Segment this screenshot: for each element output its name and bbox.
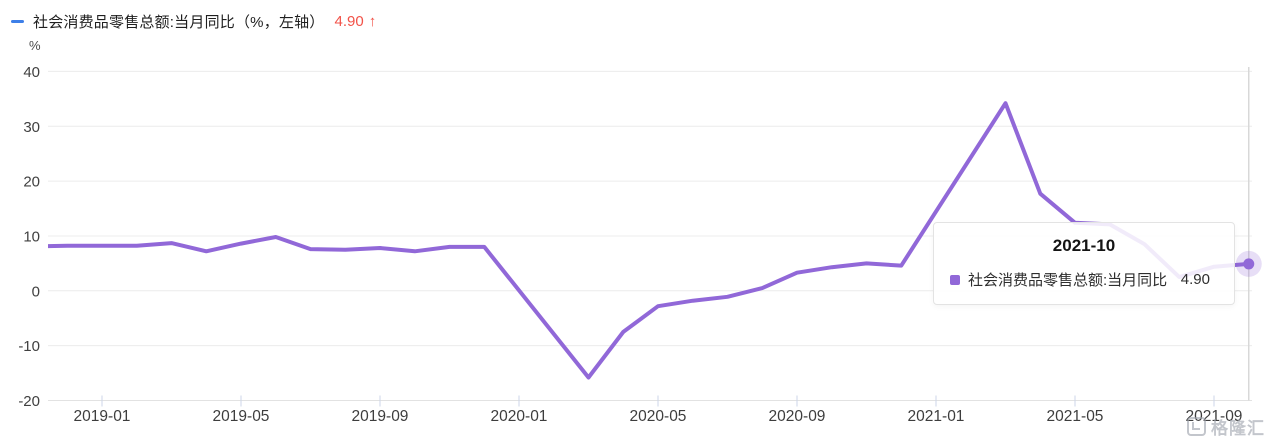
watermark-text: 格隆汇 (1211, 419, 1265, 438)
y-axis-unit-label: % (29, 38, 41, 53)
legend-dash-icon (11, 19, 24, 23)
y-axis-label: 0 (32, 283, 40, 300)
series-line (48, 101, 1251, 380)
x-axis-label: 2021-01 (908, 408, 965, 425)
chart-tooltip: 2021-10 社会消费品零售总额:当月同比 4.90 (933, 222, 1235, 305)
tooltip-date-title: 2021-10 (1052, 236, 1116, 255)
x-axis-label: 2020-09 (769, 408, 826, 425)
x-axis-label: 2019-09 (352, 408, 409, 425)
y-axis-label: 20 (23, 174, 40, 191)
x-axis-label: 2021-05 (1047, 408, 1104, 425)
y-axis-label: 30 (23, 119, 40, 136)
tooltip-series-row: 社会消费品零售总额:当月同比 4.90 (950, 269, 1210, 290)
y-axis-label: 10 (23, 228, 40, 245)
x-axis-label: 2019-01 (74, 408, 131, 425)
x-axis-label: 2019-05 (213, 408, 270, 425)
up-arrow-icon: ↑ (368, 12, 377, 30)
legend-series-label: 社会消费品零售总额:当月同比（%，左轴） (33, 13, 325, 31)
gelonghui-logo-icon (1187, 417, 1206, 436)
x-axis-label: 2020-05 (630, 408, 687, 425)
y-axis-label: -20 (18, 393, 40, 410)
tooltip-series-label: 社会消费品零售总额:当月同比 (968, 272, 1168, 289)
legend[interactable]: 社会消费品零售总额:当月同比（%，左轴） 4.90 ↑ (11, 11, 376, 31)
highlight-dot (1243, 258, 1255, 270)
y-axis-label: 40 (23, 64, 40, 81)
series-marker-icon (950, 274, 960, 285)
latest-value: 4.90 (334, 12, 364, 30)
tooltip-series-value: 4.90 (1180, 271, 1210, 288)
x-axis-label: 2021-09 (1186, 408, 1243, 425)
y-axis-label: -10 (18, 338, 40, 355)
watermark: 格隆汇 (1187, 414, 1265, 439)
x-axis-label: 2020-01 (491, 408, 548, 425)
